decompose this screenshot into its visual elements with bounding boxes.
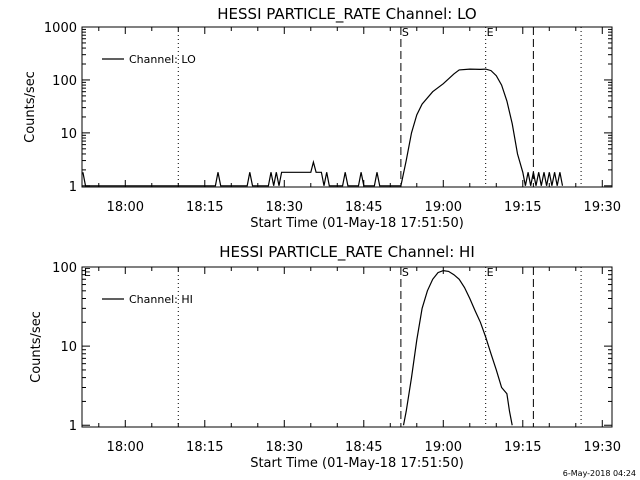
panel-2: HESSI PARTICLE_RATE Channel: HI 18:00 18:1… — [29, 243, 621, 471]
event-marker-label: E — [487, 26, 494, 39]
x-tick-label: 19:30 — [584, 440, 621, 455]
chart-title: HESSI PARTICLE_RATE Channel: HI — [219, 243, 475, 262]
y-axis-label: Counts/sec — [29, 311, 44, 383]
plot-frame — [81, 266, 613, 428]
x-tick-label: 18:00 — [107, 200, 144, 215]
legend-label: Channel: LO — [129, 53, 196, 66]
event-marker-label: S — [402, 266, 409, 279]
x-tick-label: 18:00 — [107, 440, 144, 455]
x-tick-label: 19:15 — [504, 200, 541, 215]
legend-label: Channel: HI — [129, 293, 193, 306]
y-tick-label: 100 — [52, 74, 77, 89]
y-tick-label: 100 — [52, 261, 77, 276]
x-tick-label: 19:00 — [425, 200, 462, 215]
y-tick-label: 10 — [60, 127, 77, 142]
series-line — [402, 269, 513, 426]
x-tick-label: 18:45 — [345, 440, 382, 455]
series-line — [82, 68, 564, 187]
x-tick-label: 18:30 — [266, 440, 303, 455]
y-tick-label: 1000 — [44, 21, 77, 36]
y-axis-label: Counts/sec — [23, 71, 38, 143]
x-tick-label: 18:15 — [186, 200, 223, 215]
x-tick-label: 18:45 — [345, 200, 382, 215]
x-tick-label: 19:00 — [425, 440, 462, 455]
event-marker-label: S — [402, 26, 409, 39]
x-tick-label: 18:15 — [186, 440, 223, 455]
event-marker-label: E — [84, 266, 91, 279]
x-tick-label: 19:15 — [504, 440, 541, 455]
x-axis-label: Start Time (01-May-18 17:51:50) — [250, 456, 464, 471]
x-tick-label: 19:30 — [584, 200, 621, 215]
y-tick-label: 1 — [69, 419, 77, 434]
timestamp: 6-May-2018 04:24 — [563, 469, 636, 478]
event-marker-label: E — [487, 266, 494, 279]
x-axis-label: Start Time (01-May-18 17:51:50) — [250, 216, 464, 231]
panel-1: HESSI PARTICLE_RATE Channel: LO 18:00 18:1… — [23, 5, 621, 231]
y-tick-label: 10 — [60, 340, 77, 355]
y-tick-label: 1 — [69, 180, 77, 195]
x-tick-label: 18:30 — [266, 200, 303, 215]
chart-title: HESSI PARTICLE_RATE Channel: LO — [217, 5, 476, 24]
plot-frame — [81, 26, 613, 188]
